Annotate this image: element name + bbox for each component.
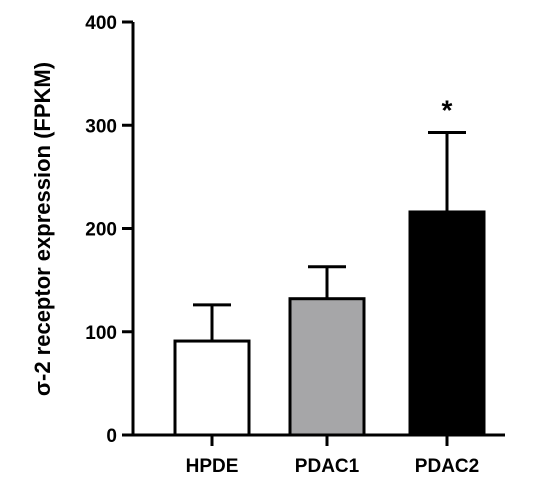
annotations: * bbox=[442, 94, 453, 125]
x-tick-label: HPDE bbox=[186, 456, 239, 477]
bar-hpde bbox=[173, 339, 251, 437]
bars bbox=[173, 210, 486, 437]
x-axis-labels: HPDE PDAC1 PDAC2 bbox=[186, 435, 479, 477]
bar-pdac2 bbox=[408, 210, 486, 437]
error-bars bbox=[193, 130, 466, 342]
y-tick-label: 200 bbox=[85, 220, 117, 241]
y-axis-ticks: 0 100 200 300 400 bbox=[85, 13, 133, 447]
significance-marker: * bbox=[442, 94, 453, 125]
x-tick-label: PDAC2 bbox=[415, 456, 479, 477]
y-axis-title: σ-2 receptor expression (FPKM) bbox=[30, 62, 55, 396]
y-tick-label: 100 bbox=[85, 323, 117, 344]
x-tick-label: PDAC1 bbox=[295, 456, 360, 477]
bar-pdac1 bbox=[288, 297, 366, 437]
y-tick-label: 300 bbox=[85, 116, 117, 137]
y-tick-label: 0 bbox=[106, 426, 117, 447]
y-axis-title-group: σ-2 receptor expression (FPKM) bbox=[30, 62, 55, 396]
y-tick-label: 400 bbox=[85, 13, 117, 34]
